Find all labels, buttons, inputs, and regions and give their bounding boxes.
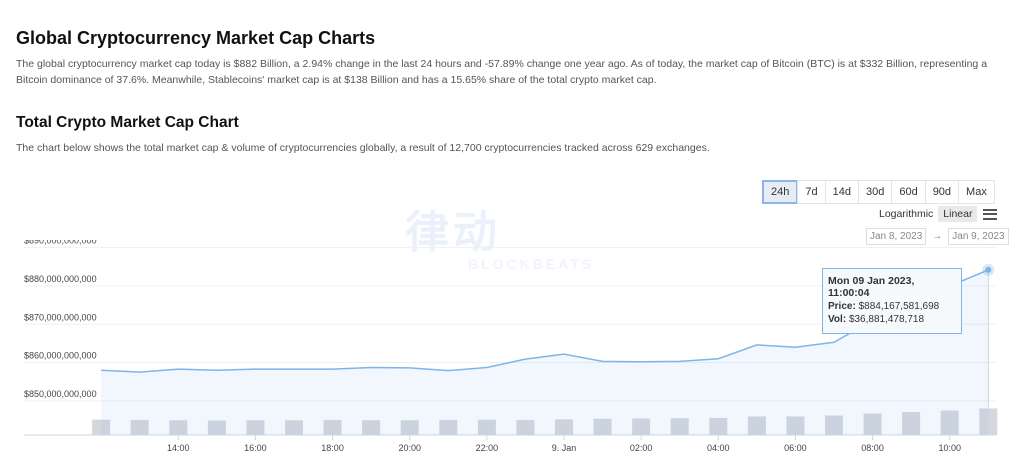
date-from-input[interactable]: Jan 8, 2023 — [866, 228, 927, 245]
y-tick-label: $850,000,000,000 — [24, 389, 97, 399]
volume-bar — [747, 416, 766, 435]
volume-bar — [555, 419, 573, 435]
range-button-30d[interactable]: 30d — [857, 180, 893, 204]
x-tick-label: 02:00 — [630, 443, 653, 453]
range-button-90d[interactable]: 90d — [924, 180, 960, 204]
watermark-logo: 律动 — [405, 208, 501, 257]
volume-bar — [246, 420, 265, 435]
volume-bar — [825, 415, 843, 435]
x-tick-label: 10:00 — [938, 443, 961, 453]
tooltip-date: Mon 09 Jan 2023, 11:00:04 — [828, 275, 915, 299]
volume-bar — [400, 420, 419, 435]
x-tick-label: 04:00 — [707, 443, 730, 453]
volume-bar — [516, 419, 535, 435]
volume-bar — [786, 416, 805, 435]
y-tick-label: $860,000,000,000 — [24, 351, 97, 361]
x-tick-label: 20:00 — [398, 443, 421, 453]
volume-bar — [709, 417, 728, 435]
volume-bars — [92, 408, 998, 435]
x-tick-label: 9. Jan — [552, 443, 577, 453]
x-tick-label: 06:00 — [784, 443, 807, 453]
range-selector: 24h 7d 14d 30d 60d 90d Max — [762, 180, 995, 204]
volume-bar — [902, 412, 921, 435]
watermark-text: BLOCKBEATS — [468, 256, 595, 272]
range-button-max[interactable]: Max — [958, 180, 995, 204]
volume-bar — [863, 413, 882, 435]
y-tick-label: $870,000,000,000 — [24, 312, 97, 322]
date-range: Jan 8, 2023 → Jan 9, 2023 — [866, 228, 1009, 245]
hover-point[interactable] — [985, 266, 992, 273]
scale-toggle: Logarithmic Linear — [874, 206, 998, 222]
chart-tooltip: Mon 09 Jan 2023, 11:00:04 Price: $884,16… — [822, 268, 962, 334]
volume-bar — [477, 419, 496, 435]
range-button-7d[interactable]: 7d — [797, 180, 826, 204]
hamburger-menu-icon[interactable] — [983, 208, 998, 220]
volume-bar — [670, 418, 689, 435]
tooltip-price: Price: $884,167,581,698 — [828, 301, 956, 312]
tooltip-price-label: Price: — [828, 301, 856, 312]
volume-bar — [207, 420, 226, 435]
date-arrow: → — [932, 231, 943, 242]
x-tick-label: 18:00 — [321, 443, 344, 453]
y-axis: $890,000,000,000 $880,000,000,000 $870,000… — [24, 240, 97, 399]
volume-bar — [940, 410, 959, 435]
y-tick-label: $890,000,000,000 — [24, 240, 97, 246]
volume-bar — [130, 419, 149, 435]
x-tick-label: 16:00 — [244, 443, 267, 453]
range-button-60d[interactable]: 60d — [891, 180, 926, 204]
x-tick-label: 22:00 — [476, 443, 499, 453]
volume-bar — [362, 420, 381, 435]
volume-bar — [323, 419, 342, 435]
price-area — [101, 269, 989, 435]
range-button-24h[interactable]: 24h — [762, 180, 799, 204]
range-button-14d[interactable]: 14d — [824, 180, 859, 204]
volume-bar — [593, 418, 612, 435]
linear-button[interactable]: Linear — [938, 206, 978, 222]
section-title: Total Crypto Market Cap Chart — [16, 114, 239, 131]
volume-bar — [169, 420, 188, 435]
logarithmic-button[interactable]: Logarithmic — [879, 208, 934, 220]
page-description: The global cryptocurrency market cap tod… — [16, 58, 988, 86]
volume-bar — [632, 418, 651, 435]
y-tick-label: $880,000,000,000 — [24, 274, 97, 284]
line-points — [982, 263, 995, 276]
x-axis: 14:00 16:00 18:00 20:00 22:00 9. Jan 02:00 04:0… — [167, 435, 961, 453]
price-line — [101, 269, 989, 373]
volume-bar — [285, 420, 303, 435]
x-tick-label: 14:00 — [167, 443, 190, 453]
page-title: Global Cryptocurrency Market Cap Charts — [16, 28, 376, 48]
section-description: The chart below shows the total market c… — [16, 142, 710, 154]
tooltip-vol-label: Vol: — [828, 314, 847, 325]
x-tick-label: 08:00 — [861, 443, 884, 453]
volume-bar — [439, 419, 458, 435]
tooltip-vol-value: $36,881,478,718 — [848, 314, 925, 325]
tooltip-price-value: $884,167,581,698 — [858, 301, 940, 312]
tooltip-volume: Vol: $36,881,478,718 — [828, 314, 956, 325]
date-to-input[interactable]: Jan 9, 2023 — [948, 228, 1009, 245]
volume-bar — [92, 419, 111, 435]
